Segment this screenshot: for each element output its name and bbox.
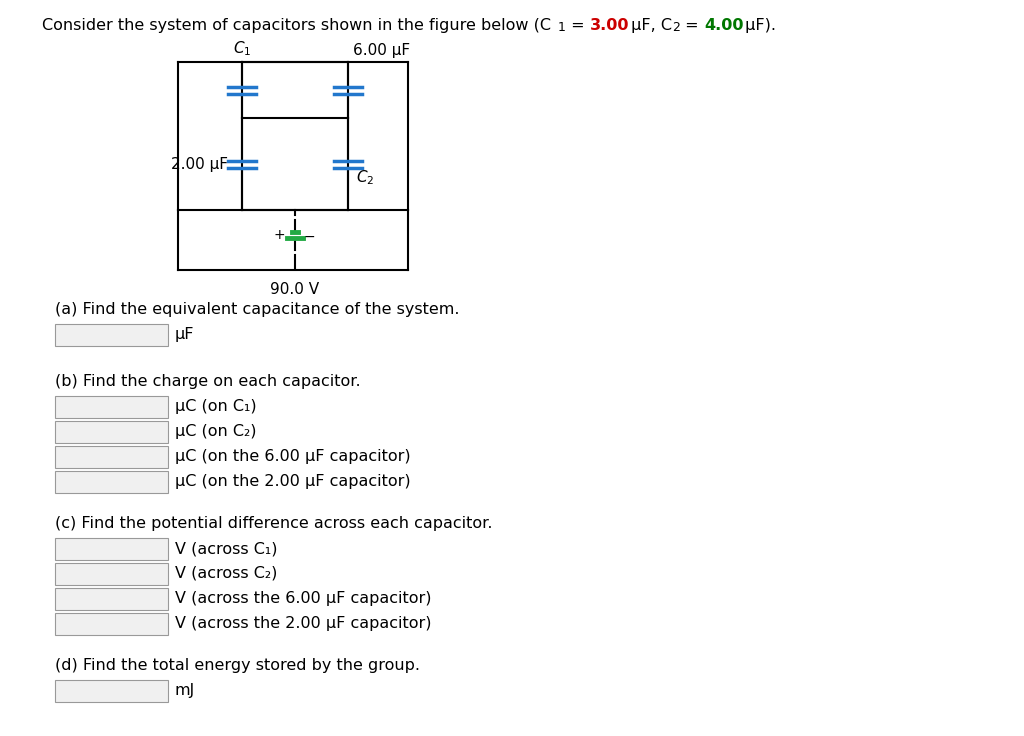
Bar [55, 538, 168, 560]
Text: V (across C₁): V (across C₁) [175, 541, 278, 556]
Bar [55, 613, 168, 635]
Text: $C_2$: $C_2$ [356, 168, 375, 187]
Text: +: + [273, 228, 285, 242]
Text: μC (on C₂): μC (on C₂) [175, 424, 256, 439]
Text: $C_1$: $C_1$ [232, 39, 251, 58]
Bar [55, 680, 168, 702]
Text: μF: μF [175, 327, 195, 342]
Text: μC (on the 2.00 μF capacitor): μC (on the 2.00 μF capacitor) [175, 474, 411, 489]
Text: 1: 1 [558, 21, 566, 34]
Text: 2: 2 [672, 21, 680, 34]
Bar [55, 563, 168, 585]
Text: μC (on C₁): μC (on C₁) [175, 399, 257, 414]
Bar [55, 471, 168, 493]
Text: Consider the system of capacitors shown in the figure below (C: Consider the system of capacitors shown … [42, 18, 551, 33]
Text: mJ: mJ [175, 683, 196, 698]
Text: 4.00: 4.00 [705, 18, 743, 33]
Text: (b) Find the charge on each capacitor.: (b) Find the charge on each capacitor. [55, 374, 360, 389]
Text: =: = [566, 18, 590, 33]
Bar [55, 421, 168, 443]
Text: 6.00 μF: 6.00 μF [353, 43, 411, 58]
Text: 90.0 V: 90.0 V [270, 282, 319, 297]
Text: (d) Find the total energy stored by the group.: (d) Find the total energy stored by the … [55, 658, 420, 673]
Text: 2.00 μF: 2.00 μF [171, 157, 228, 171]
Text: V (across the 2.00 μF capacitor): V (across the 2.00 μF capacitor) [175, 616, 431, 631]
Text: V (across the 6.00 μF capacitor): V (across the 6.00 μF capacitor) [175, 591, 431, 606]
Text: μF, C: μF, C [626, 18, 672, 33]
Bar [55, 396, 168, 418]
Text: V (across C₂): V (across C₂) [175, 566, 278, 581]
Text: −: − [303, 230, 314, 244]
Text: μC (on the 6.00 μF capacitor): μC (on the 6.00 μF capacitor) [175, 449, 411, 464]
Text: μF).: μF). [740, 18, 776, 33]
Bar [55, 324, 168, 346]
Text: =: = [680, 18, 703, 33]
Text: (a) Find the equivalent capacitance of the system.: (a) Find the equivalent capacitance of t… [55, 302, 460, 317]
Text: (c) Find the potential difference across each capacitor.: (c) Find the potential difference across… [55, 516, 493, 531]
Bar [55, 446, 168, 468]
Text: 3.00: 3.00 [590, 18, 630, 33]
Bar [55, 588, 168, 610]
